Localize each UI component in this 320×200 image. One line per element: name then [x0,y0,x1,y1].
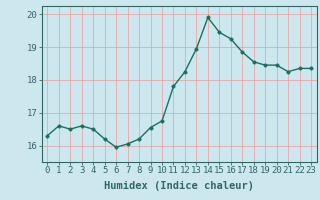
X-axis label: Humidex (Indice chaleur): Humidex (Indice chaleur) [104,181,254,191]
